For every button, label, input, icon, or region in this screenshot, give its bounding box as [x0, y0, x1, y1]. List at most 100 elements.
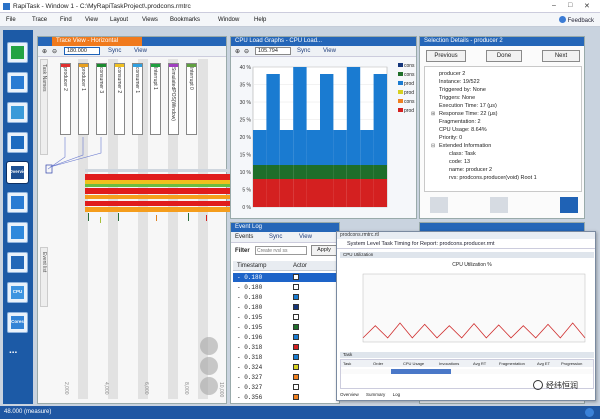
- zoom-out-overlay-button[interactable]: [200, 357, 218, 375]
- cpu-load-value-input[interactable]: 105.794: [255, 47, 291, 55]
- gantt-bar-red-low[interactable]: [85, 201, 260, 206]
- timing-icon[interactable]: [7, 102, 28, 123]
- area-segment: [279, 165, 294, 179]
- view-button[interactable]: View: [323, 48, 336, 54]
- fit-overlay-button[interactable]: [200, 377, 218, 395]
- task-tag[interactable]: consumer 2: [114, 63, 125, 135]
- cores-icon[interactable]: Cores: [7, 312, 28, 333]
- legend-item: prod: [398, 81, 414, 87]
- right-panel-header: [420, 223, 584, 232]
- col-actor[interactable]: Actor: [293, 263, 308, 269]
- table-row[interactable]: - 0.195: [233, 313, 337, 322]
- gantt-bar-orange[interactable]: [85, 195, 260, 199]
- filter-input[interactable]: [255, 246, 307, 255]
- menu-find[interactable]: Find: [60, 17, 72, 23]
- tasks-icon[interactable]: [7, 132, 28, 153]
- events-button[interactable]: Events: [235, 234, 254, 240]
- zoom-in-icon[interactable]: ⊕: [235, 49, 241, 55]
- events-icon[interactable]: [7, 222, 28, 243]
- gantt-bar-interrupt[interactable]: [85, 184, 260, 187]
- y-tick-label: 10 %: [240, 170, 252, 176]
- sync-button[interactable]: Sync: [108, 48, 122, 54]
- menu-window[interactable]: Window: [218, 17, 240, 23]
- reports-icon[interactable]: [7, 252, 28, 273]
- table-row[interactable]: - 0.318: [233, 343, 337, 352]
- table-row[interactable]: - 0.180: [233, 283, 337, 292]
- menu-views[interactable]: Views: [142, 17, 158, 23]
- layers-icon[interactable]: [490, 197, 508, 213]
- zoom-in-icon[interactable]: ⊕: [42, 49, 48, 55]
- view-button[interactable]: View: [299, 234, 312, 240]
- menu-view[interactable]: View: [85, 17, 98, 23]
- event-timestamp: - 0.180: [237, 274, 263, 281]
- tab-selection-details[interactable]: Selection Details - producer 2: [420, 37, 584, 46]
- previous-button[interactable]: Previous: [426, 50, 466, 62]
- table-row[interactable]: - 0.196: [233, 333, 337, 342]
- zoom-out-icon[interactable]: ⊖: [52, 49, 58, 55]
- menu-trace[interactable]: Trace: [32, 17, 48, 23]
- task-tag[interactable]: Interrupt 1: [150, 63, 161, 135]
- zoom-out-icon[interactable]: ⊖: [244, 49, 250, 55]
- table-row[interactable]: - 0.180: [233, 293, 337, 302]
- table-row[interactable]: - 0.356: [233, 393, 337, 402]
- section-cpu-utilization[interactable]: CPU Utilization: [340, 252, 594, 258]
- menu-help[interactable]: Help: [254, 17, 267, 23]
- gantt-bar-producer-2[interactable]: [85, 188, 260, 194]
- sync-button[interactable]: Sync: [269, 234, 283, 240]
- menu-layout[interactable]: Layout: [110, 17, 129, 23]
- done-button[interactable]: Done: [486, 50, 522, 62]
- table-row[interactable]: - 0.324: [233, 363, 337, 372]
- export-icon[interactable]: [560, 197, 578, 213]
- feedback-button[interactable]: Feedback: [558, 16, 594, 24]
- gantt-bar-orange-low[interactable]: [85, 207, 260, 212]
- task-tag[interactable]: SimulatedPOS(Window): [168, 63, 179, 135]
- zoom-in-overlay-button[interactable]: [200, 337, 218, 355]
- cpu-icon[interactable]: CPU: [7, 282, 28, 303]
- apply-button[interactable]: Apply: [311, 245, 337, 256]
- table-row[interactable]: - 0.195: [233, 323, 337, 332]
- table-row[interactable]: - 0.180: [233, 303, 337, 312]
- gantt-bar-producer[interactable]: [85, 174, 260, 180]
- gantt-bar-consumer[interactable]: [85, 180, 260, 184]
- notification-icon[interactable]: [585, 408, 594, 417]
- actor-swatch: [293, 304, 299, 310]
- area-segment: [293, 165, 307, 179]
- tab-event-log[interactable]: Event Log: [231, 223, 339, 232]
- task-tag[interactable]: consumer 1: [132, 63, 143, 135]
- summary-icon[interactable]: [7, 42, 28, 63]
- task-tag[interactable]: Interrupt 0: [186, 63, 197, 135]
- overview-icon[interactable]: Overvie: [6, 161, 29, 184]
- minimize-button[interactable]: –: [552, 2, 556, 9]
- table-row[interactable]: - 0.318: [233, 353, 337, 362]
- table-row[interactable]: - 0.327: [233, 373, 337, 382]
- plot-area: [362, 273, 586, 343]
- graphs-icon[interactable]: [7, 192, 28, 213]
- tab-trace-view[interactable]: Trace View - Horizontal: [52, 37, 142, 46]
- view-button[interactable]: View: [134, 48, 147, 54]
- table-row[interactable]: - 0.327: [233, 383, 337, 392]
- table-row[interactable]: - 0.180: [233, 273, 337, 282]
- collapse-icon[interactable]: ⊟: [431, 143, 436, 149]
- sync-button[interactable]: Sync: [297, 48, 311, 54]
- more-icon[interactable]: ...: [7, 342, 28, 363]
- report-tab[interactable]: Log: [392, 392, 401, 397]
- detail-line: CPU Usage: 8.64%: [439, 127, 487, 133]
- task-tag[interactable]: producer 1: [78, 63, 89, 135]
- task-tag[interactable]: producer 2: [60, 63, 71, 135]
- tab-cpu-load[interactable]: CPU Load Graphs - CPU Load...: [231, 37, 416, 46]
- event-timestamp: - 0.180: [237, 294, 263, 301]
- col-timestamp[interactable]: Timestamp: [237, 263, 267, 269]
- zoom-input[interactable]: 180.000: [64, 47, 100, 55]
- toolbox-icon[interactable]: [430, 197, 448, 213]
- expand-icon[interactable]: ⊞: [431, 111, 436, 117]
- next-button[interactable]: Next: [542, 50, 580, 62]
- report-tab[interactable]: Overview: [340, 392, 359, 397]
- cpu-view-icon[interactable]: [7, 72, 28, 93]
- close-button[interactable]: ✕: [584, 3, 590, 10]
- menu-file[interactable]: File: [6, 17, 16, 23]
- menu-bookmarks[interactable]: Bookmarks: [170, 17, 201, 23]
- section-task[interactable]: Task: [340, 352, 594, 358]
- maximize-button[interactable]: □: [568, 2, 573, 9]
- report-tab[interactable]: Summary: [366, 392, 386, 397]
- task-tag[interactable]: consumer 3: [96, 63, 107, 135]
